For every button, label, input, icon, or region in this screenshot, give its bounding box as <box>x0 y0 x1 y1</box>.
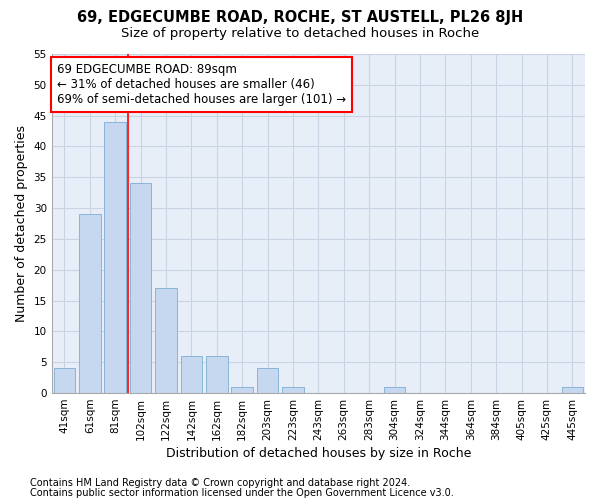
Bar <box>104 122 126 393</box>
Text: 69, EDGECUMBE ROAD, ROCHE, ST AUSTELL, PL26 8JH: 69, EDGECUMBE ROAD, ROCHE, ST AUSTELL, P… <box>77 10 523 25</box>
Bar <box>562 387 583 393</box>
Text: Size of property relative to detached houses in Roche: Size of property relative to detached ho… <box>121 28 479 40</box>
Text: Contains HM Land Registry data © Crown copyright and database right 2024.: Contains HM Land Registry data © Crown c… <box>30 478 410 488</box>
Bar <box>155 288 177 393</box>
Bar <box>257 368 278 393</box>
Y-axis label: Number of detached properties: Number of detached properties <box>15 125 28 322</box>
Bar <box>232 387 253 393</box>
Bar <box>130 184 151 393</box>
Bar <box>384 387 406 393</box>
Bar <box>53 368 75 393</box>
Text: 69 EDGECUMBE ROAD: 89sqm
← 31% of detached houses are smaller (46)
69% of semi-d: 69 EDGECUMBE ROAD: 89sqm ← 31% of detach… <box>57 63 346 106</box>
Bar <box>181 356 202 393</box>
Bar <box>282 387 304 393</box>
Bar <box>79 214 101 393</box>
Bar <box>206 356 227 393</box>
Text: Contains public sector information licensed under the Open Government Licence v3: Contains public sector information licen… <box>30 488 454 498</box>
X-axis label: Distribution of detached houses by size in Roche: Distribution of detached houses by size … <box>166 447 471 460</box>
